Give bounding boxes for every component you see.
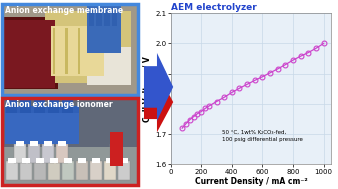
Bar bbox=[96, 8, 102, 26]
Bar bbox=[48, 161, 60, 180]
Bar bbox=[5, 106, 79, 144]
Bar bbox=[2, 98, 138, 185]
Bar bbox=[90, 161, 102, 180]
Bar bbox=[89, 8, 94, 26]
Bar bbox=[112, 8, 117, 26]
Bar bbox=[104, 161, 116, 180]
Bar bbox=[42, 144, 54, 163]
Bar bbox=[44, 141, 52, 146]
Bar bbox=[2, 98, 138, 185]
Bar bbox=[78, 158, 86, 163]
Bar bbox=[6, 98, 17, 117]
Bar bbox=[118, 161, 130, 180]
Bar bbox=[36, 158, 44, 163]
Bar bbox=[29, 141, 38, 146]
Text: Anion exchange membrane: Anion exchange membrane bbox=[5, 6, 123, 15]
Bar bbox=[111, 132, 123, 166]
Bar bbox=[65, 28, 68, 74]
Bar bbox=[51, 26, 104, 76]
Bar bbox=[8, 158, 16, 163]
Bar bbox=[2, 4, 138, 94]
Bar bbox=[20, 98, 31, 117]
Bar bbox=[5, 113, 79, 144]
Bar bbox=[78, 28, 80, 74]
Bar bbox=[28, 144, 40, 163]
Bar bbox=[20, 161, 32, 180]
Bar bbox=[120, 158, 128, 163]
Text: Anion exchange ionomer: Anion exchange ionomer bbox=[5, 100, 112, 109]
Bar bbox=[16, 141, 24, 146]
Bar bbox=[50, 158, 58, 163]
Text: AEM electrolyzer: AEM electrolyzer bbox=[171, 3, 257, 12]
Bar bbox=[45, 11, 130, 83]
Bar bbox=[76, 161, 88, 180]
Bar bbox=[62, 161, 74, 180]
Bar bbox=[14, 144, 26, 163]
Bar bbox=[2, 4, 138, 94]
Bar bbox=[56, 144, 68, 163]
Bar bbox=[62, 98, 73, 117]
Bar bbox=[2, 147, 138, 185]
Bar bbox=[4, 20, 55, 88]
Bar bbox=[34, 98, 45, 117]
Bar bbox=[22, 158, 30, 163]
Bar bbox=[53, 28, 55, 74]
Bar bbox=[111, 144, 122, 163]
Bar bbox=[87, 4, 121, 53]
Bar bbox=[64, 158, 72, 163]
Bar bbox=[92, 158, 100, 163]
Bar bbox=[34, 161, 46, 180]
Text: 50 °C, 1wt% K₂CO₃-fed,
100 psig differential pressure: 50 °C, 1wt% K₂CO₃-fed, 100 psig differen… bbox=[222, 130, 303, 142]
Bar bbox=[106, 158, 114, 163]
Y-axis label: Cell Voltage / V: Cell Voltage / V bbox=[144, 56, 152, 122]
Bar bbox=[3, 17, 57, 89]
Bar bbox=[104, 8, 110, 26]
FancyArrow shape bbox=[144, 53, 173, 121]
Bar bbox=[57, 141, 66, 146]
Bar bbox=[48, 98, 59, 117]
Bar bbox=[6, 161, 18, 180]
Bar bbox=[87, 47, 130, 85]
Bar bbox=[112, 141, 121, 146]
FancyArrow shape bbox=[144, 72, 173, 132]
X-axis label: Current Density / mA cm⁻²: Current Density / mA cm⁻² bbox=[195, 177, 307, 186]
